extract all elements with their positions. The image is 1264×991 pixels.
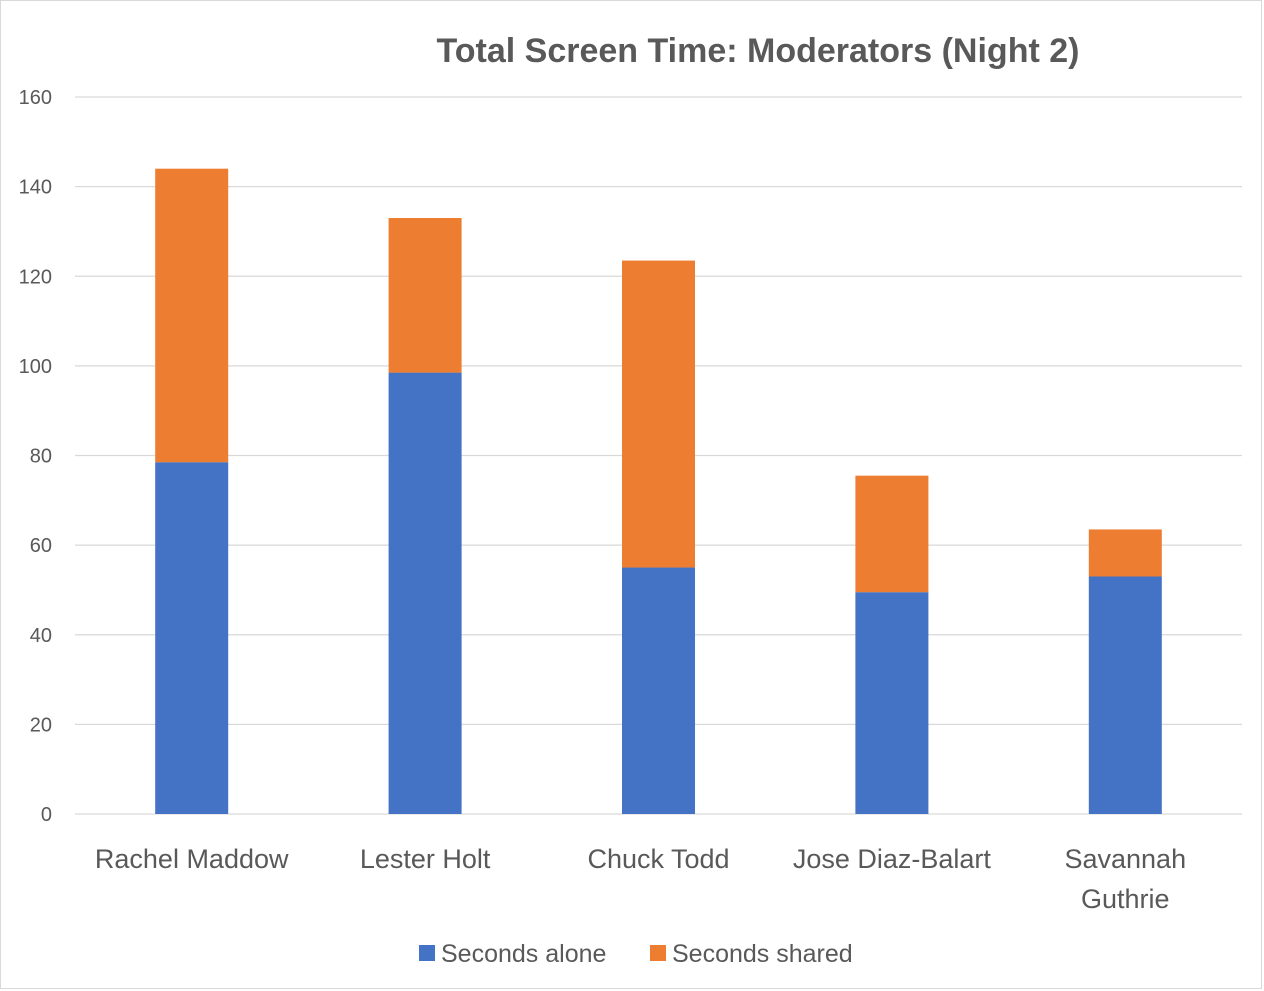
y-tick-label: 40 xyxy=(30,625,52,647)
x-tick-line: Guthrie xyxy=(1081,884,1170,914)
bar-segment-alone xyxy=(622,567,695,814)
y-tick-label: 60 xyxy=(30,535,52,557)
legend-label: Seconds shared xyxy=(672,940,853,968)
x-tick-line: Savannah xyxy=(1064,844,1186,874)
legend: Seconds alone Seconds shared xyxy=(419,940,853,968)
bar-segment-alone xyxy=(855,592,929,814)
bar-segment-shared xyxy=(622,260,695,568)
x-tick-line: Rachel Maddow xyxy=(95,844,289,874)
legend-swatch xyxy=(650,945,666,961)
bar-segment-shared xyxy=(1088,529,1162,577)
bar-segment-shared xyxy=(155,168,229,463)
y-tick-label: 0 xyxy=(41,804,52,826)
y-tick-label: 100 xyxy=(19,356,52,378)
y-tick-label: 140 xyxy=(19,177,52,199)
y-tick-label: 160 xyxy=(19,87,52,109)
x-tick-label: Rachel Maddow xyxy=(95,844,289,874)
x-tick-line: Jose Diaz-Balart xyxy=(793,844,992,874)
y-tick-label: 120 xyxy=(19,266,52,288)
x-tick-label: Lester Holt xyxy=(360,844,491,874)
y-tick-label: 80 xyxy=(30,446,52,468)
x-tick-label: Chuck Todd xyxy=(587,844,729,874)
bars xyxy=(155,168,1162,814)
x-tick-label: Savannah Guthrie xyxy=(1064,844,1186,914)
legend-label: Seconds alone xyxy=(441,940,606,968)
y-axis-ticks: 0 20 40 60 80 100 120 140 160 xyxy=(19,87,52,826)
x-axis-ticks: Rachel Maddow Lester Holt Chuck Todd Jose D… xyxy=(95,844,1186,914)
x-tick-line: Lester Holt xyxy=(360,844,491,874)
y-tick-label: 20 xyxy=(30,714,52,736)
bar-segment-alone xyxy=(155,462,229,814)
x-tick-label: Jose Diaz-Balart xyxy=(793,844,992,874)
bar-segment-shared xyxy=(855,475,929,593)
bar-segment-alone xyxy=(388,372,462,814)
bar-segment-alone xyxy=(1088,576,1162,814)
chart-title: Total Screen Time: Moderators (Night 2) xyxy=(437,32,1080,70)
legend-swatch xyxy=(419,945,435,961)
x-tick-line: Chuck Todd xyxy=(587,844,729,874)
bar-segment-shared xyxy=(388,217,462,373)
